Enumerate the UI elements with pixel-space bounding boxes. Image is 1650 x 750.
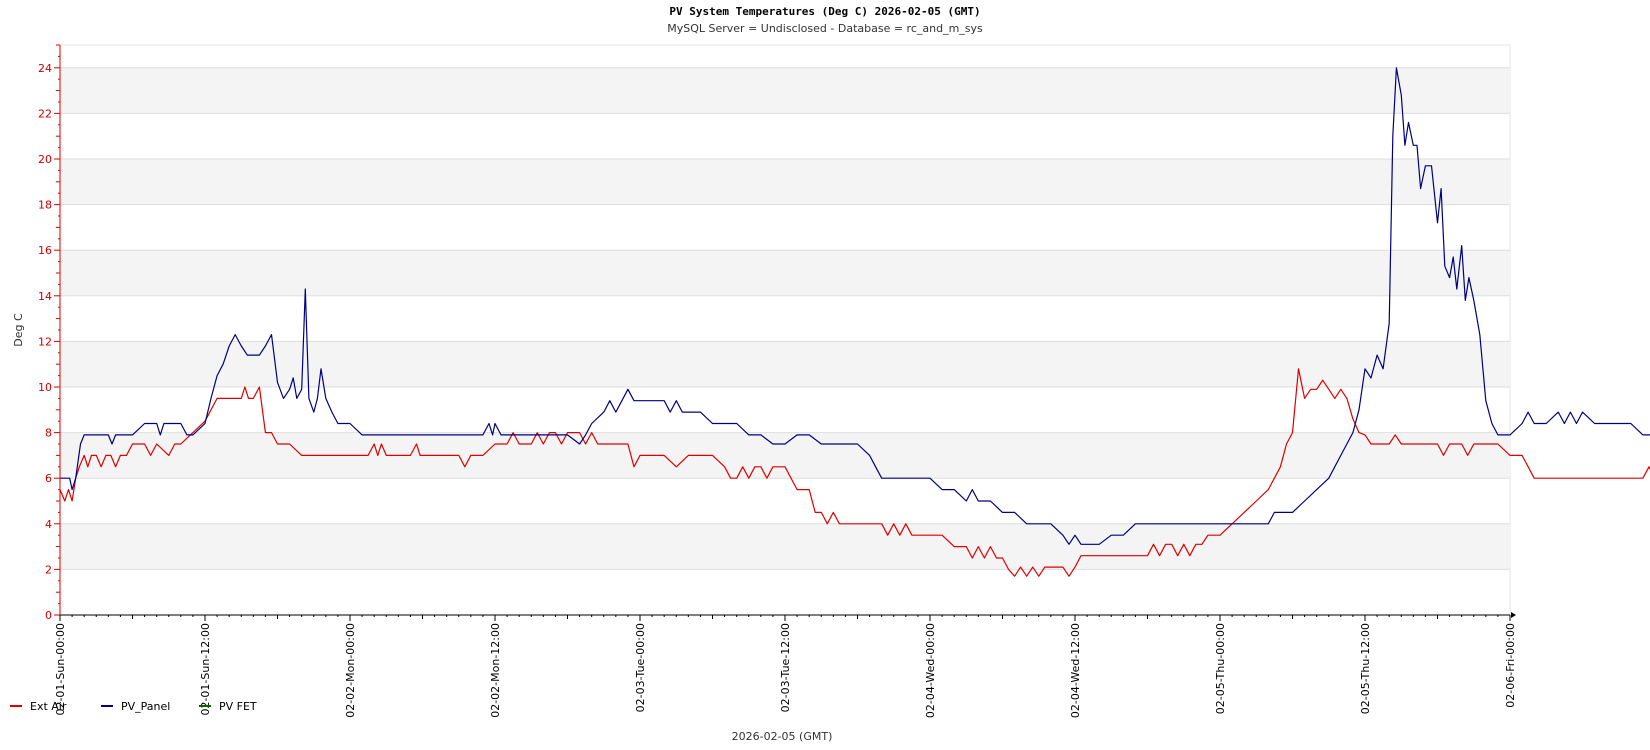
x-tick-label: 02-01-Sun-12:00 <box>199 623 212 716</box>
background-bands <box>59 44 1511 616</box>
y-tick-label: 4 <box>45 518 52 531</box>
y-tick-label: 16 <box>38 244 52 257</box>
legend: Ext Air PV_Panel PV FET <box>10 700 257 713</box>
legend-label: Ext Air <box>30 700 67 713</box>
y-tick-label: 22 <box>38 107 52 120</box>
x-axis-ticks: 02-01-Sun-00:00 02-01-Sun-12:00 02-02-Mon-… <box>54 615 1517 718</box>
y-tick-label: 20 <box>38 153 52 166</box>
y-tick-label: 2 <box>45 563 52 576</box>
background-band <box>60 159 1510 205</box>
chart-title: PV System Temperatures (Deg C) 2026-02-0… <box>669 5 980 18</box>
background-band <box>60 523 1510 570</box>
y-tick-label: 10 <box>38 381 52 394</box>
chart-subtitle: MySQL Server = Undisclosed - Database = … <box>667 22 983 35</box>
y-tick-label: 24 <box>38 62 52 75</box>
x-axis-label: 2026-02-05 (GMT) <box>732 730 833 743</box>
x-tick-label: 02-02-Mon-00:00 <box>344 623 357 718</box>
y-tick-label: 0 <box>45 609 52 622</box>
y-tick-label: 18 <box>38 199 52 212</box>
x-tick-label: 02-04-Wed-12:00 <box>1069 623 1082 718</box>
y-tick-label: 12 <box>38 335 52 348</box>
x-tick-label: 02-03-Tue-00:00 <box>634 623 647 712</box>
legend-label: PV FET <box>219 700 257 713</box>
x-tick-label: 02-04-Wed-00:00 <box>924 623 937 718</box>
background-band <box>60 432 1510 479</box>
series-line <box>59 368 1650 577</box>
series-layer <box>59 67 1650 577</box>
y-axis-label: Deg C <box>12 313 25 347</box>
x-tick-label: 02-03-Tue-12:00 <box>779 623 792 712</box>
y-tick-label: 8 <box>45 427 52 440</box>
x-tick-label: 02-05-Thu-00:00 <box>1214 623 1227 714</box>
legend-label: PV_Panel <box>121 700 170 713</box>
x-tick-label: 02-01-Sun-00:00 <box>54 623 67 716</box>
background-band <box>60 250 1510 296</box>
x-axis-arrow <box>1511 612 1516 618</box>
plot-area <box>59 44 1511 616</box>
grid-lines <box>60 67 1510 570</box>
x-tick-label: 02-05-Thu-12:00 <box>1359 623 1372 714</box>
series-line <box>60 67 1650 545</box>
y-tick-label: 14 <box>38 290 52 303</box>
y-tick-label: 6 <box>45 472 52 485</box>
x-tick-label: 02-06-Fri-00:00 <box>1504 623 1517 708</box>
background-band <box>60 67 1510 114</box>
x-tick-label: 02-02-Mon-12:00 <box>489 623 502 718</box>
